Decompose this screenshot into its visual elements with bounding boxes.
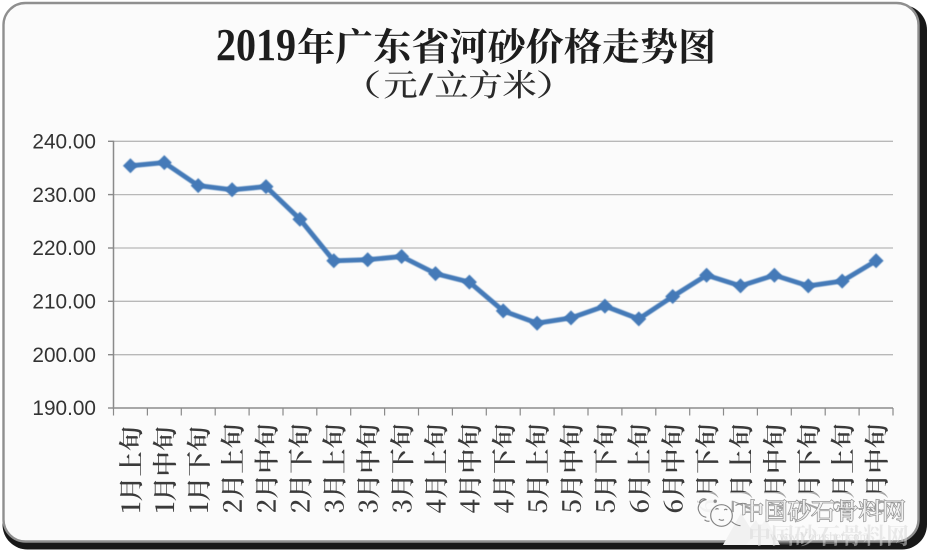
svg-text:210.00: 210.00 [32,291,96,314]
svg-text:200.00: 200.00 [32,344,96,367]
svg-text:www.Ycrusher.com: www.Ycrusher.com [770,530,869,544]
svg-text:240.00: 240.00 [32,131,96,154]
svg-text:230.00: 230.00 [32,184,96,207]
svg-text:220.00: 220.00 [32,237,96,260]
svg-text:190.00: 190.00 [32,397,96,420]
